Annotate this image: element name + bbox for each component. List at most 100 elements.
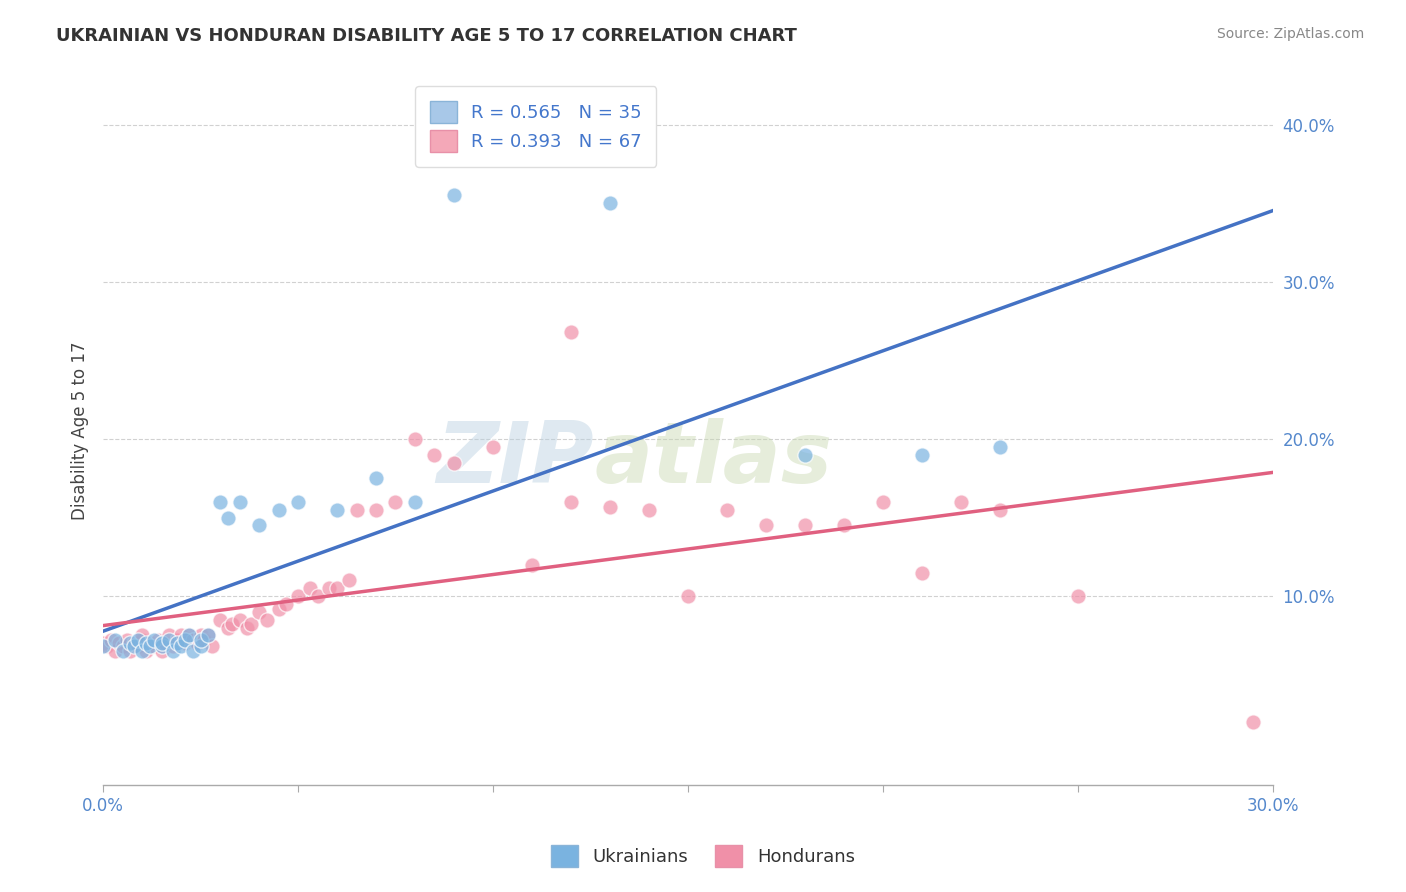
- Point: [217, 621, 239, 635]
- Point: [131, 633, 153, 648]
- Point: [337, 574, 360, 588]
- Point: [228, 495, 250, 509]
- Point: [162, 644, 184, 658]
- Point: [307, 589, 329, 603]
- Point: [131, 628, 153, 642]
- Point: [177, 628, 200, 642]
- Point: [174, 636, 197, 650]
- Point: [111, 644, 134, 658]
- Point: [181, 644, 204, 658]
- Point: [174, 633, 197, 648]
- Point: [91, 636, 114, 650]
- Point: [637, 502, 659, 516]
- Point: [247, 518, 270, 533]
- Point: [157, 628, 180, 642]
- Point: [209, 613, 232, 627]
- Point: [326, 502, 349, 516]
- Point: [139, 636, 162, 650]
- Point: [384, 495, 406, 509]
- Point: [197, 628, 219, 642]
- Point: [520, 558, 543, 572]
- Point: [423, 448, 446, 462]
- Point: [482, 440, 505, 454]
- Point: [318, 582, 340, 596]
- Point: [186, 636, 208, 650]
- Point: [404, 432, 426, 446]
- Point: [716, 502, 738, 516]
- Point: [155, 636, 177, 650]
- Point: [988, 502, 1011, 516]
- Point: [240, 617, 263, 632]
- Point: [599, 196, 621, 211]
- Point: [127, 633, 149, 648]
- Point: [560, 325, 582, 339]
- Point: [124, 640, 146, 654]
- Point: [988, 440, 1011, 454]
- Point: [157, 633, 180, 648]
- Point: [221, 617, 243, 632]
- Point: [1241, 714, 1264, 729]
- Point: [217, 510, 239, 524]
- Point: [120, 636, 142, 650]
- Point: [872, 495, 894, 509]
- Point: [236, 621, 259, 635]
- Point: [190, 640, 212, 654]
- Point: [287, 495, 309, 509]
- Point: [177, 628, 200, 642]
- Point: [298, 582, 321, 596]
- Point: [256, 613, 278, 627]
- Text: ZIP: ZIP: [437, 417, 595, 501]
- Y-axis label: Disability Age 5 to 17: Disability Age 5 to 17: [72, 342, 89, 520]
- Point: [276, 597, 298, 611]
- Point: [91, 640, 114, 654]
- Point: [115, 633, 138, 648]
- Point: [166, 636, 188, 650]
- Point: [201, 640, 224, 654]
- Point: [676, 589, 699, 603]
- Point: [100, 633, 122, 648]
- Point: [162, 640, 184, 654]
- Point: [170, 640, 193, 654]
- Point: [560, 495, 582, 509]
- Point: [96, 640, 118, 654]
- Point: [170, 628, 193, 642]
- Point: [267, 502, 290, 516]
- Point: [443, 456, 465, 470]
- Point: [150, 644, 173, 658]
- Point: [193, 633, 215, 648]
- Point: [793, 448, 815, 462]
- Point: [404, 495, 426, 509]
- Point: [197, 628, 219, 642]
- Point: [142, 640, 165, 654]
- Point: [793, 518, 815, 533]
- Point: [135, 644, 157, 658]
- Point: [228, 613, 250, 627]
- Point: [181, 633, 204, 648]
- Legend: Ukrainians, Hondurans: Ukrainians, Hondurans: [544, 838, 862, 874]
- Point: [443, 188, 465, 202]
- Point: [346, 502, 368, 516]
- Text: Source: ZipAtlas.com: Source: ZipAtlas.com: [1216, 27, 1364, 41]
- Point: [107, 636, 129, 650]
- Point: [247, 605, 270, 619]
- Point: [911, 448, 934, 462]
- Legend: R = 0.565   N = 35, R = 0.393   N = 67: R = 0.565 N = 35, R = 0.393 N = 67: [415, 87, 657, 167]
- Text: atlas: atlas: [595, 417, 832, 501]
- Point: [755, 518, 778, 533]
- Point: [832, 518, 855, 533]
- Point: [599, 500, 621, 514]
- Point: [287, 589, 309, 603]
- Point: [1066, 589, 1088, 603]
- Point: [150, 640, 173, 654]
- Point: [364, 502, 387, 516]
- Point: [127, 640, 149, 654]
- Point: [131, 644, 153, 658]
- Point: [142, 633, 165, 648]
- Point: [364, 471, 387, 485]
- Text: UKRAINIAN VS HONDURAN DISABILITY AGE 5 TO 17 CORRELATION CHART: UKRAINIAN VS HONDURAN DISABILITY AGE 5 T…: [56, 27, 797, 45]
- Point: [104, 633, 127, 648]
- Point: [146, 633, 169, 648]
- Point: [190, 633, 212, 648]
- Point: [111, 640, 134, 654]
- Point: [135, 636, 157, 650]
